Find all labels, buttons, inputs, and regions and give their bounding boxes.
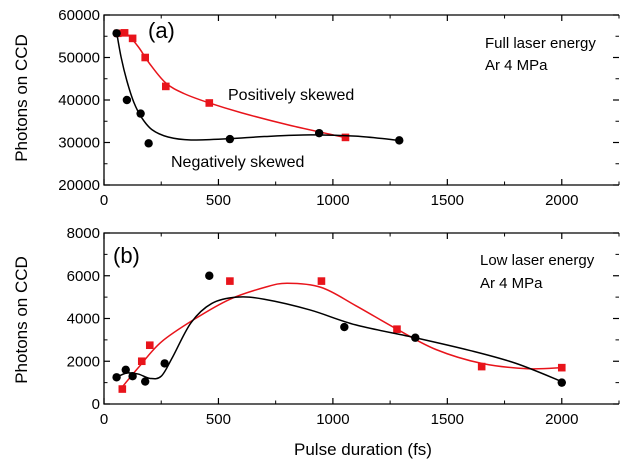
panel-b-y-tick-label: 6000 — [67, 268, 100, 285]
panel-a-y-tick-label: 20000 — [58, 177, 100, 194]
panel-a-series-black-circles-point — [144, 139, 153, 148]
panel-b-x-tick-label: 500 — [206, 411, 231, 428]
panel-b-series-red-squares-point — [118, 385, 127, 393]
panel-b-series-red-squares-point — [137, 357, 146, 366]
panel-a-series-black-circles-fit-line — [115, 31, 400, 142]
panel-a: (a) Full laser energy Ar 4 MPa Positivel… — [12, 7, 620, 209]
panel-a-x-tick-label: 500 — [206, 192, 231, 209]
panel-b-series-red-squares-point — [557, 363, 566, 372]
panel-b-series-black-circles-point — [557, 378, 566, 387]
panel-a-series-red-squares-point — [120, 29, 129, 37]
panel-a-series-red-squares-point — [341, 133, 350, 142]
panel-b-y-tick-label: 0 — [92, 396, 100, 413]
panel-b-y-axis-title: Photons on CCD — [12, 256, 31, 384]
panel-b-series-red-squares-fit-line — [121, 282, 562, 388]
panel-a-series-red-squares-point — [128, 34, 137, 43]
panel-b-y-tick-label: 4000 — [67, 311, 100, 328]
panel-a-y-axis-title: Photons on CCD — [12, 34, 31, 162]
panel-a-series-black-circles-point — [136, 109, 145, 118]
panel-a-x-tick-label: 1500 — [431, 192, 464, 209]
panel-a-series-black-circles-point — [225, 134, 235, 144]
x-axis-title: Pulse duration (fs) — [294, 440, 432, 459]
panel-b-y-tick-label: 2000 — [67, 353, 100, 370]
panel-a-y-tick-label: 40000 — [58, 92, 100, 109]
panel-a-x-tick-label: 1000 — [316, 192, 349, 209]
panel-a-label: (a) — [148, 18, 175, 43]
panel-b-x-tick-label: 1500 — [431, 411, 464, 428]
panel-b-series-black-circles-point — [121, 365, 130, 374]
panel-b-y-tick-label: 8000 — [67, 225, 100, 242]
panel-b-x-tick-label: 1000 — [316, 411, 349, 428]
panel-a-series-red-squares-point — [141, 53, 149, 62]
panel-b-x-tick-label: 0 — [100, 411, 108, 428]
annotation-negatively-skewed: Negatively skewed — [171, 154, 304, 171]
panel-a-x-tick-label: 0 — [100, 192, 108, 209]
panel-a-series-red-squares-fit-line — [117, 31, 346, 139]
panel-b-note-energy: Low laser energy — [480, 252, 595, 269]
panel-a-series-black-circles-point — [122, 95, 132, 105]
panel-a-series-red-squares-point — [205, 99, 214, 107]
panel-a-series-black-circles-point — [395, 136, 404, 145]
panel-a-series-black-circles-point — [112, 29, 121, 38]
panel-b-series-black-circles-point — [128, 372, 137, 381]
panel-a-note-energy: Full laser energy — [485, 35, 596, 52]
panel-b: (b) Low laser energy Ar 4 MPa Photons on… — [12, 225, 620, 428]
panel-b-series-black-circles-point — [141, 377, 150, 386]
panel-b-series-red-squares-point — [393, 325, 401, 333]
panel-a-y-tick-label: 30000 — [58, 135, 100, 152]
panel-a-y-tick-label: 60000 — [58, 7, 100, 24]
panel-b-series-black-circles-point — [160, 359, 169, 368]
panel-b-series-red-squares-point — [317, 277, 326, 285]
panel-b-note-gas: Ar 4 MPa — [480, 275, 543, 292]
panel-b-series-black-circles-point — [205, 271, 214, 280]
panel-b-series-red-squares-point — [477, 362, 486, 371]
panel-a-y-tick-label: 50000 — [58, 50, 100, 67]
panel-b-series-black-circles-point — [340, 322, 349, 332]
panel-b-series-black-circles-point — [112, 373, 121, 382]
panel-b-series-red-squares-point — [226, 277, 234, 285]
panel-a-series-red-squares-point — [162, 82, 170, 91]
panel-a-x-tick-label: 2000 — [545, 192, 578, 209]
panel-b-x-tick-label: 2000 — [545, 411, 578, 428]
panel-a-series-black-circles-point — [314, 128, 324, 138]
panel-b-series-black-circles-point — [411, 333, 420, 342]
panel-a-note-gas: Ar 4 MPa — [485, 57, 548, 74]
panel-b-label: (b) — [113, 243, 140, 268]
annotation-positively-skewed: Positively skewed — [228, 87, 354, 104]
panel-b-series-black-circles-fit-line — [116, 296, 563, 383]
panel-b-series-red-squares-point — [145, 341, 154, 350]
